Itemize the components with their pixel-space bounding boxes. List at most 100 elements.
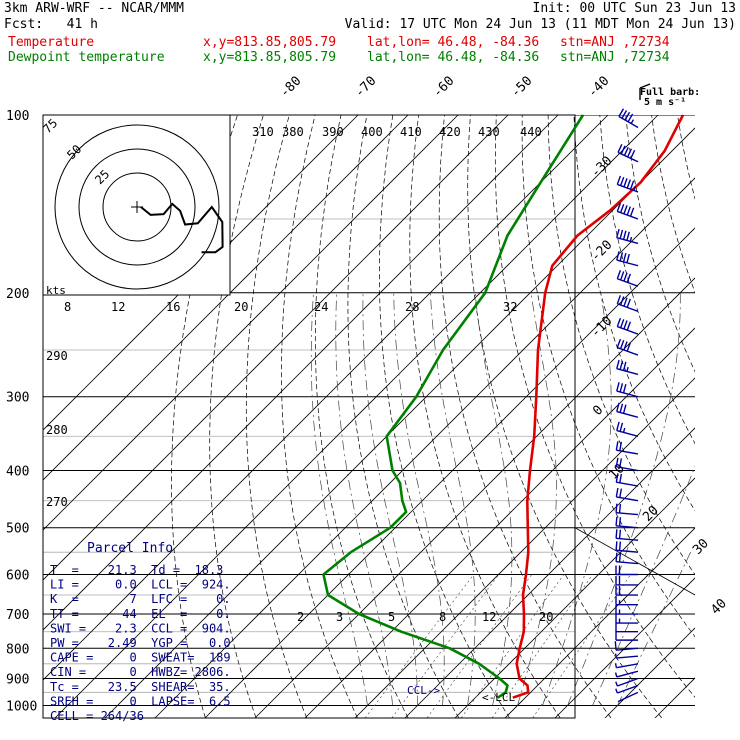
wind-barb-staff <box>617 677 639 687</box>
dry-adiabat <box>281 115 358 718</box>
wind-barb-flag <box>616 317 622 327</box>
wind-barb-flag <box>615 441 619 451</box>
wind-barb-flag <box>619 271 625 281</box>
wind-barb-flag <box>619 383 624 393</box>
pressure-label: 300 <box>6 391 29 406</box>
wind-barb-flag <box>626 148 633 158</box>
wind-barb <box>615 565 638 576</box>
wind-barb-staff <box>616 465 639 472</box>
wind-barb-flag <box>626 179 631 189</box>
wind-barb-flag <box>621 110 628 119</box>
wind-barb-flag <box>614 641 617 651</box>
moist-adiabat <box>362 292 418 706</box>
parcel-info-row: TT = 44 EL = 0. <box>50 607 231 621</box>
wind-barb <box>615 575 638 586</box>
dry-adiabat <box>651 115 695 294</box>
wind-barb-staff <box>616 390 639 398</box>
dry-adiabat-label: 410 <box>400 125 422 139</box>
wind-barb-flag <box>619 403 624 413</box>
wind-barb <box>615 457 639 472</box>
wind-barb-flag <box>618 552 622 563</box>
wind-barb <box>615 631 638 641</box>
wind-barb-staff <box>616 655 639 659</box>
wind-barb-staff <box>616 481 639 487</box>
isotherm-line <box>43 115 509 581</box>
wind-barb-staff <box>616 647 639 651</box>
isotherm-line <box>604 627 695 718</box>
wind-barb-flag <box>618 108 625 117</box>
wind-barb-flag <box>622 383 627 394</box>
isotherm-line <box>104 127 695 718</box>
moist-adiabat <box>335 292 393 706</box>
wind-barb-staff <box>616 368 639 376</box>
wind-barb <box>615 552 639 565</box>
wind-barb <box>617 691 639 703</box>
isotherm-label: -60 <box>430 74 457 101</box>
wind-barb-staff <box>617 684 639 694</box>
wind-barb-flag <box>619 252 624 262</box>
dry-adiabat <box>409 115 561 718</box>
wind-barb-flag <box>626 206 631 216</box>
dry-adiabat <box>379 115 510 718</box>
wind-barb <box>616 295 639 312</box>
wind-barb-flag <box>626 342 631 352</box>
wind-barb-half-flag <box>615 688 618 694</box>
wind-barb-flag <box>626 253 630 263</box>
pressure-label: 200 <box>6 287 29 302</box>
moist-adiabat <box>393 292 445 706</box>
wind-barbs <box>614 108 639 703</box>
wind-barb <box>615 684 639 694</box>
pressure-label: 500 <box>6 522 29 537</box>
wind-barb-flag <box>616 402 620 412</box>
mixing-ratio-line <box>491 574 593 718</box>
isotherm-line <box>154 177 695 718</box>
dewpoint-legend-latlon: lat,lon= 46.48, -84.36 <box>367 50 540 65</box>
isotherm-line <box>254 277 695 718</box>
hodograph-ring <box>102 172 172 242</box>
wind-barb-flag <box>618 529 622 539</box>
wind-barb-flag <box>615 552 618 562</box>
dry-adiabat <box>703 115 740 718</box>
isotherm-line <box>304 327 695 718</box>
wind-barb-flag <box>623 178 628 188</box>
wind-scale-label: 8 <box>64 300 71 314</box>
lcl-marker: <-LCL <box>482 691 515 704</box>
barb-legend: Full barb:5 m s⁻¹ <box>639 83 700 108</box>
wind-barb-flag <box>615 541 618 551</box>
moist-adiabat <box>542 292 612 706</box>
wind-barb-flag <box>616 175 622 185</box>
wind-barb-flag <box>616 228 620 238</box>
parcel-info: Parcel Info T = 21.3 Td = 18.3LI = 0.0 LC… <box>50 541 231 723</box>
hodograph-trace <box>140 202 224 254</box>
ccl-marker: CCL-> <box>407 684 440 697</box>
wind-barb-flag <box>615 487 619 498</box>
barb-legend-value: 5 m s⁻¹ <box>644 97 686 108</box>
wind-barb-flag <box>622 361 627 371</box>
isotherm-line <box>43 115 609 681</box>
dry-adiabat <box>494 115 695 698</box>
pressure-label: 800 <box>6 642 29 657</box>
isotherm-label: 40 <box>708 596 730 618</box>
parcel-info-title: Parcel Info <box>87 541 173 556</box>
height-label: 270 <box>46 495 68 509</box>
parcel-info-row: CAPE = 0 SWEAT= 189 <box>50 651 231 665</box>
isotherm-line <box>43 115 409 481</box>
moist-adiabat <box>429 292 476 706</box>
wind-barb <box>616 175 639 193</box>
wind-barb-flag <box>615 473 619 483</box>
wind-barb-flag <box>619 229 624 239</box>
pressure-label: 600 <box>6 568 29 583</box>
pressure-label: 900 <box>6 672 29 687</box>
dry-adiabat <box>467 115 662 718</box>
wind-barb <box>614 641 639 651</box>
wind-barb-flag <box>616 382 620 392</box>
wind-barb-flag <box>616 251 620 261</box>
barb-legend-title: Full barb: <box>640 87 700 98</box>
isotherm-line <box>43 115 359 431</box>
moist-adiabat <box>310 292 368 706</box>
wind-barb-flag <box>618 541 622 551</box>
wind-barb <box>615 529 639 541</box>
wind-barb <box>615 605 638 615</box>
isotherm-line <box>54 115 659 718</box>
wind-barb-flag <box>623 272 628 282</box>
